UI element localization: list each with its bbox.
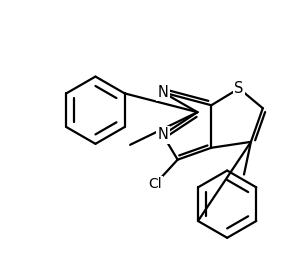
Text: N: N [157,127,168,142]
Text: S: S [234,81,244,96]
Text: Cl: Cl [148,177,162,191]
Text: N: N [157,85,168,100]
